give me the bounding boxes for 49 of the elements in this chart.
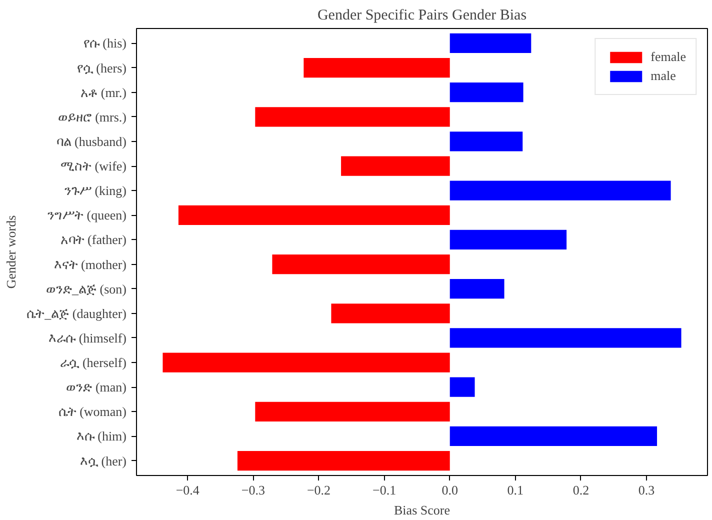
- bar: [450, 180, 671, 200]
- bar: [341, 156, 450, 176]
- y-tick-label: ወይዘሮ (mrs.): [58, 109, 127, 124]
- bar: [450, 82, 524, 102]
- bar: [450, 328, 682, 348]
- chart-title: Gender Specific Pairs Gender Bias: [317, 8, 527, 24]
- bar: [450, 279, 504, 299]
- legend-label: male: [650, 68, 676, 84]
- x-tick-label: −0.4: [176, 482, 200, 498]
- bar: [178, 205, 450, 225]
- y-axis-title: Gender words: [4, 215, 19, 289]
- x-tick-label: 0.0: [442, 482, 458, 498]
- y-tick-label: እናት (mother): [54, 256, 127, 272]
- bar: [450, 230, 567, 250]
- bar: [450, 377, 475, 397]
- x-axis-title: Bias Score: [394, 502, 450, 518]
- x-tick-label: 0.2: [572, 482, 590, 498]
- y-tick-label: ወንድ_ልጅ (son): [46, 281, 126, 296]
- y-tick-label: እሱ (him): [76, 428, 127, 444]
- y-tick-label: ሴት (woman): [58, 404, 127, 420]
- bar: [331, 304, 450, 324]
- x-tick-label: 0.1: [507, 482, 524, 498]
- x-tick-label: −0.2: [306, 482, 331, 498]
- y-tick-label: አባት (father): [60, 232, 126, 248]
- bar: [255, 107, 450, 127]
- x-tick-label: 0.3: [638, 482, 655, 498]
- bar: [162, 352, 450, 372]
- bar: [450, 33, 532, 54]
- legend-label: female: [650, 49, 686, 65]
- y-tick-label: ሴት_ልጅ (daughter): [26, 306, 126, 321]
- bar: [304, 58, 450, 78]
- y-tick-label: እራሱ (himself): [48, 330, 127, 346]
- y-tick-label: ሚስት (wife): [60, 158, 127, 174]
- y-tick-label: የሷ (hers): [76, 60, 127, 76]
- y-tick-label: ባል (husband): [56, 134, 127, 149]
- y-tick-label: ንጉሥ (king): [64, 183, 127, 198]
- y-tick-label: የሱ (his): [83, 36, 127, 51]
- x-tick-label: −0.1: [372, 482, 396, 498]
- y-tick-label: ራሷ (herself): [60, 355, 127, 370]
- bar: [450, 426, 658, 446]
- bar: [255, 402, 450, 422]
- y-tick-label: አቶ (mr.): [80, 84, 127, 100]
- y-tick-label: እሷ (her): [80, 453, 127, 468]
- y-tick-label: ንግሥት (queen): [48, 208, 127, 223]
- bar: [237, 450, 450, 471]
- bar: [272, 254, 450, 274]
- x-tick-label: −0.3: [241, 482, 265, 498]
- y-tick-label: ወንድ (man): [66, 380, 127, 395]
- bar: [450, 132, 523, 152]
